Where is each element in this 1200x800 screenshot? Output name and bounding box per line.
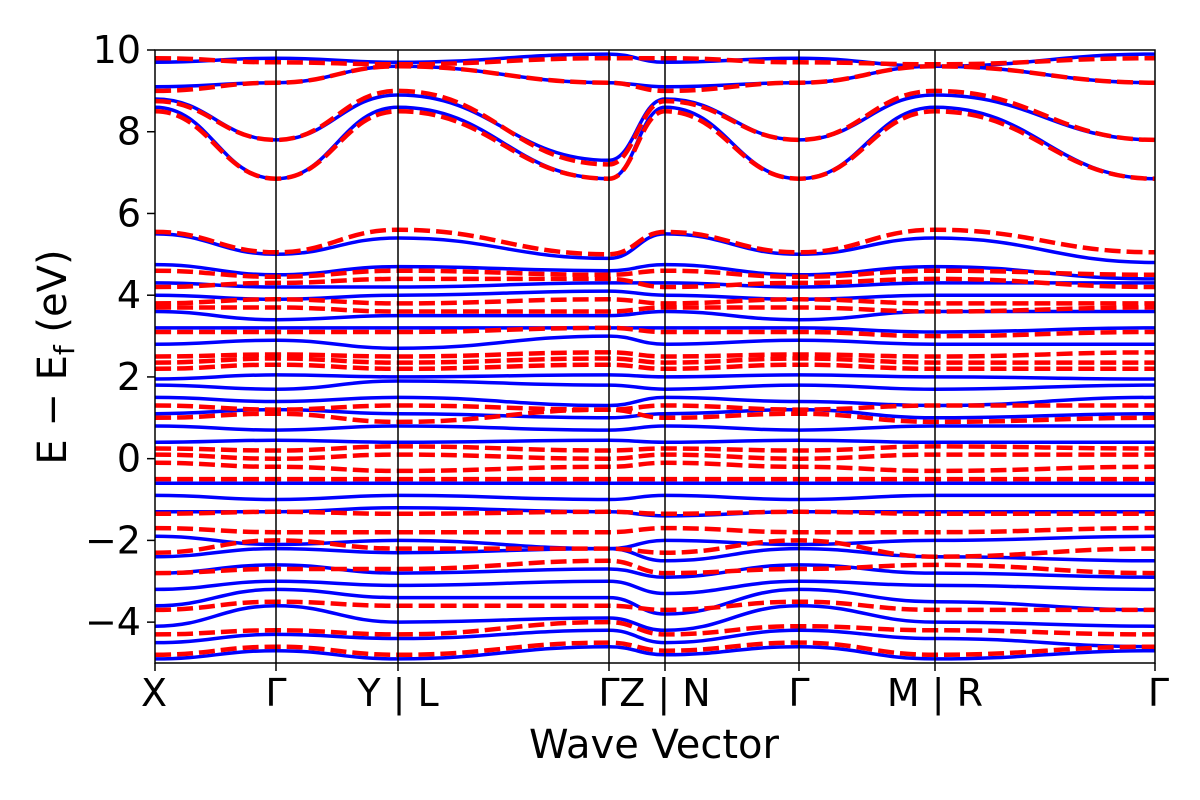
red-dashed-band-8 <box>155 460 1155 474</box>
y-tick-label: 0 <box>117 437 141 481</box>
y-tick-label: −2 <box>85 518 141 562</box>
blue-solid-band-23 <box>155 232 1155 265</box>
red-dashed-band-9 <box>155 452 1155 461</box>
bands-layer <box>155 52 1155 661</box>
red-dashed-band-15 <box>155 350 1155 359</box>
x-tick-label: Γ <box>265 671 286 715</box>
blue-solid-band-13 <box>155 407 1155 420</box>
x-tick-label: Γ <box>598 671 619 715</box>
blue-solid-band-1 <box>155 628 1155 649</box>
blue-solid-band-9 <box>155 493 1155 502</box>
x-tick-label: X <box>141 671 167 715</box>
blue-solid-band-12 <box>155 424 1155 432</box>
y-axis: −4 −2 0 2 4 6 8 10 <box>85 28 155 644</box>
blue-solid-band-20 <box>155 289 1155 302</box>
red-dashed-band-14 <box>155 356 1155 365</box>
x-axis-label: Wave Vector <box>529 722 780 768</box>
blue-solid-band-25 <box>155 93 1155 163</box>
x-tick-label: Z | N <box>619 671 710 716</box>
red-dashed-band-5 <box>155 525 1155 535</box>
blue-solid-band-6 <box>155 546 1155 563</box>
x-tick-label: Γ <box>1148 671 1169 715</box>
red-dashed-band-10 <box>155 444 1155 453</box>
blue-solid-band-11 <box>155 438 1155 445</box>
x-tick-label: M | R <box>887 671 983 716</box>
y-axis-label-subscript: f <box>48 344 81 355</box>
blue-solid-band-17 <box>155 334 1155 351</box>
red-dashed-band-13 <box>155 362 1155 372</box>
y-tick-label: 6 <box>117 191 141 235</box>
y-tick-label: 2 <box>117 355 141 399</box>
y-axis-label-unit: (eV) <box>30 249 76 345</box>
y-tick-label: 10 <box>93 28 141 72</box>
y-tick-label: 4 <box>117 273 141 317</box>
blue-solid-band-16 <box>155 373 1155 381</box>
blue-solid-band-0 <box>155 644 1155 661</box>
x-tick-label: Γ <box>788 671 809 715</box>
blue-solid-band-7 <box>155 534 1155 551</box>
red-dashed-band-24 <box>155 64 1155 94</box>
blue-solid-band-18 <box>155 326 1155 334</box>
plot-frame <box>154 49 1156 664</box>
blue-solid-band-21 <box>155 281 1155 289</box>
y-axis-label: E − Ef (eV) <box>30 249 81 464</box>
y-tick-label: −4 <box>85 600 141 644</box>
y-axis-label-main: E − E <box>30 355 76 465</box>
blue-solid-band-5 <box>155 563 1155 579</box>
blue-solid-band-26 <box>155 64 1155 89</box>
x-tick-label: Y | L <box>356 671 438 716</box>
blue-solid-band-15 <box>155 379 1155 391</box>
blue-solid-band-24 <box>155 105 1155 181</box>
kpath-lines <box>275 50 936 663</box>
y-tick-label: 8 <box>117 110 141 154</box>
